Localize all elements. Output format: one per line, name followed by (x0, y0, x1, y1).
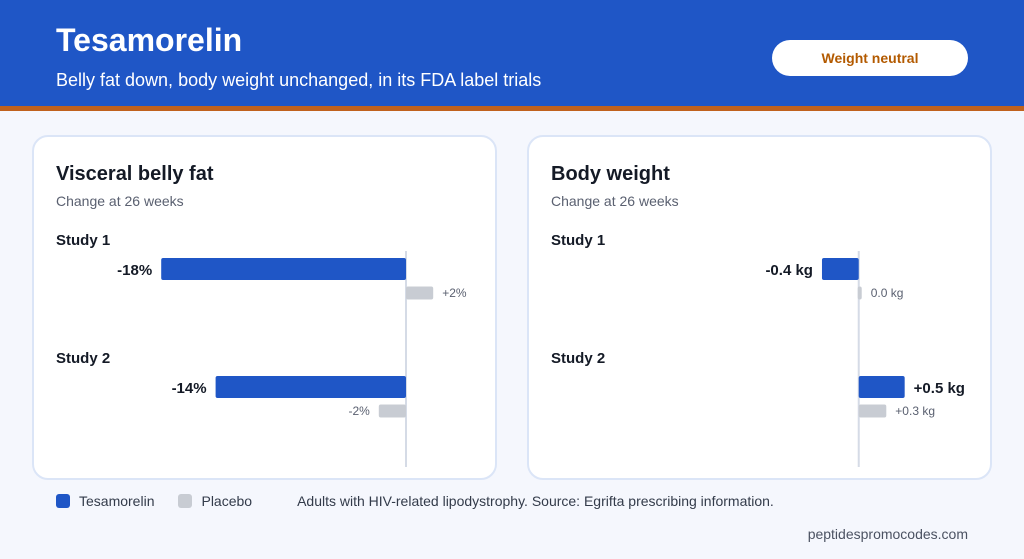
treatment-value-label: -14% (172, 380, 207, 397)
source-note: Adults with HIV-related lipodystrophy. S… (297, 493, 774, 509)
chart-subtitle: Change at 26 weeks (551, 193, 679, 209)
treatment-bar (161, 258, 406, 280)
legend-swatch-treatment (56, 494, 70, 508)
treatment-value-label: -18% (117, 262, 152, 279)
body-weight-panel: Body weight Change at 26 weeks Study 1 -0.4… (527, 135, 992, 480)
footer-site: peptidespromocodes.com (807, 526, 968, 542)
chart-subtitle: Change at 26 weeks (56, 193, 184, 209)
body-weight-chart: Body weight Change at 26 weeks Study 1 -0.4… (551, 163, 965, 467)
placebo-bar (858, 404, 887, 418)
placebo-value-label: -2% (348, 404, 370, 418)
placebo-bar (406, 286, 434, 300)
placebo-bar (857, 286, 862, 300)
chart-title: Body weight (551, 163, 670, 185)
treatment-value-label: +0.5 kg (914, 380, 965, 397)
visceral-fat-panel: Visceral belly fat Change at 26 weeks Stud… (32, 135, 497, 480)
legend-swatch-placebo (178, 494, 193, 508)
page-title: Tesamorelin (56, 22, 243, 58)
chart-title: Visceral belly fat (56, 163, 214, 185)
category-label: Study 2 (551, 350, 605, 367)
legend-item-treatment: Tesamorelin (56, 493, 154, 509)
visceral-fat-chart: Visceral belly fat Change at 26 weeks Stud… (56, 163, 467, 467)
legend: Tesamorelin Placebo Adults with HIV-rela… (56, 490, 774, 512)
placebo-value-label: 0.0 kg (871, 286, 904, 300)
placebo-value-label: +2% (442, 286, 467, 300)
legend-item-placebo: Placebo (178, 493, 252, 509)
treatment-bar (821, 258, 859, 280)
header-accent-rule (0, 106, 1024, 111)
weight-neutral-badge: Weight neutral (772, 40, 968, 76)
treatment-bar (858, 376, 905, 398)
category-label: Study 2 (56, 350, 110, 367)
legend-label-placebo: Placebo (201, 493, 253, 509)
treatment-bar (215, 376, 406, 398)
treatment-value-label: -0.4 kg (765, 262, 813, 279)
placebo-value-label: +0.3 kg (895, 404, 935, 418)
page-subtitle: Belly fat down, body weight unchanged, i… (56, 70, 542, 90)
category-label: Study 1 (551, 232, 605, 249)
category-label: Study 1 (56, 232, 110, 249)
placebo-bar (378, 404, 406, 418)
legend-label-treatment: Tesamorelin (79, 493, 155, 509)
